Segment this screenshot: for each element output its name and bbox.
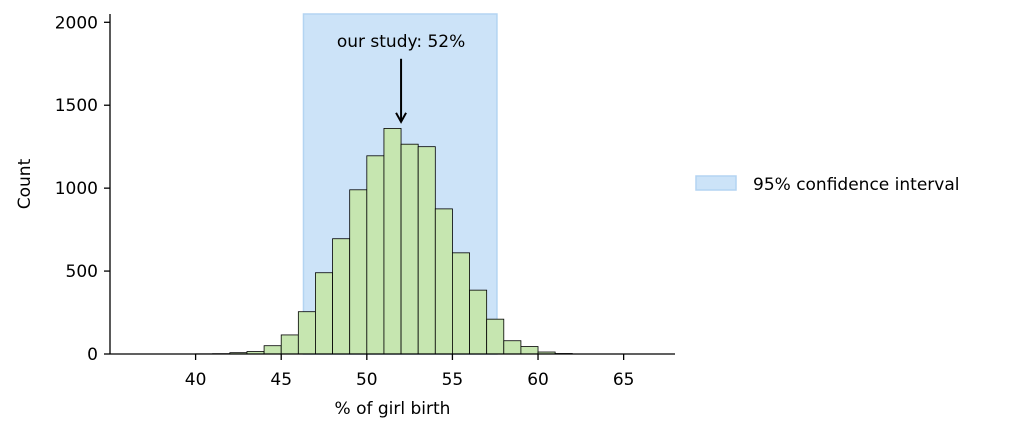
- y-axis-label: Count: [15, 158, 35, 209]
- histogram-bar: [520, 346, 539, 355]
- histogram-bar: [297, 311, 316, 355]
- histogram-bar: [280, 334, 299, 355]
- histogram-bar: [383, 128, 402, 355]
- y-tick-label: 2000: [55, 13, 98, 33]
- histogram-bar: [400, 143, 419, 355]
- annotation-arrow-head: [395, 112, 407, 124]
- x-tick-label: 40: [185, 370, 207, 390]
- histogram-bar: [503, 340, 522, 355]
- histogram-bar: [452, 252, 470, 355]
- histogram-bar: [469, 289, 488, 355]
- legend: 95% confidence interval: [695, 175, 959, 195]
- y-tick-label: 0: [87, 345, 98, 365]
- histogram-bar: [263, 345, 282, 355]
- x-tick-label: 65: [613, 370, 635, 390]
- annotation-layer: our study: 52%: [337, 32, 465, 124]
- bars-layer: [195, 128, 573, 355]
- x-tick-label: 45: [270, 370, 292, 390]
- axis-labels: % of girl birth Count: [15, 158, 450, 419]
- histogram-bar: [486, 318, 505, 355]
- y-tick-label: 500: [66, 262, 98, 282]
- histogram-bar: [434, 208, 453, 355]
- x-tick-label: 60: [527, 370, 549, 390]
- x-tick-label: 50: [356, 370, 378, 390]
- y-tick-label: 1500: [55, 96, 98, 116]
- legend-swatch-confidence-interval: [695, 175, 737, 191]
- legend-label-confidence-interval: 95% confidence interval: [753, 175, 959, 195]
- axes-layer: 40 45 50 55 60 65 0 500 1000 1500 2000: [55, 13, 675, 390]
- x-tick-label: 55: [442, 370, 464, 390]
- histogram-bar: [332, 238, 351, 355]
- x-axis-label: % of girl birth: [335, 399, 451, 419]
- y-tick-label: 1000: [55, 179, 98, 199]
- annotation-text: our study: 52%: [337, 32, 465, 52]
- histogram-bar: [349, 189, 368, 355]
- histogram-bar: [315, 272, 333, 355]
- histogram-bar: [417, 146, 436, 355]
- histogram-bar: [366, 155, 385, 355]
